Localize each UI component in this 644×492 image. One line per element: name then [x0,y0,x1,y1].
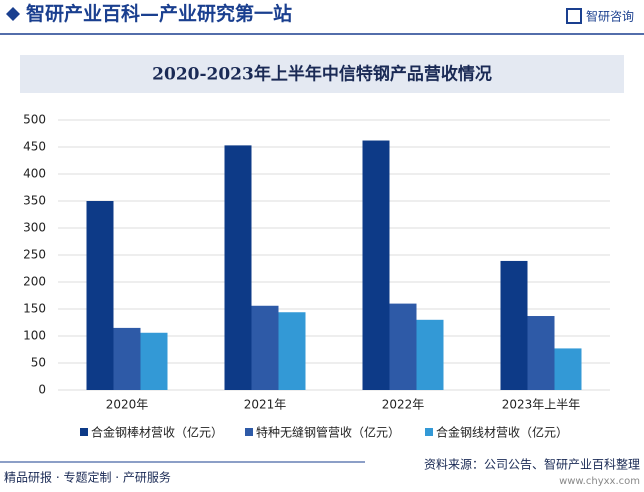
chart-title: 2020-2023年上半年中信特钢产品营收情况 [152,64,492,85]
bar [278,312,306,390]
bar [113,327,141,390]
bar [554,348,582,390]
x-tick-label: 2021年 [244,398,287,412]
x-tick-label: 2020年 [106,398,149,412]
bar [416,319,444,390]
y-tick-label: 0 [38,383,46,397]
legend-label: 合金钢棒材营收（亿元） [91,425,223,440]
header-bar [0,0,644,30]
legend-swatch [425,428,433,436]
y-tick-label: 400 [23,167,46,181]
y-tick-label: 50 [31,356,46,370]
y-tick-label: 500 [23,113,46,127]
y-tick-label: 450 [23,140,46,154]
footer-url: www.chyxx.com [559,476,640,487]
header-icon [6,7,20,21]
legend-label: 特种无缝钢管营收（亿元） [256,425,400,440]
footer-source: 资料来源：公司公告、智研产业百科整理 [424,457,640,472]
x-tick-label: 2023年上半年 [502,398,581,412]
bar [86,201,114,390]
y-tick-label: 150 [23,302,46,316]
y-tick-label: 250 [23,248,46,262]
bar [251,305,279,390]
legend-label: 合金钢线材营收（亿元） [436,425,568,440]
y-tick-label: 100 [23,329,46,343]
y-tick-label: 300 [23,221,46,235]
bar [389,303,417,390]
bar [362,140,390,390]
bar [140,332,168,390]
legend-swatch [245,428,253,436]
y-tick-label: 350 [23,194,46,208]
logo-text: 智研咨询 [586,9,634,24]
bar [224,145,252,390]
header-title: 智研产业百科—产业研究第一站 [26,2,292,25]
footer-left: 精品研报 · 专题定制 · 产研服务 [4,470,171,485]
bar [500,260,528,390]
x-tick-label: 2022年 [382,398,425,412]
title-box [20,55,624,93]
bar [527,316,555,390]
y-tick-label: 200 [23,275,46,289]
legend-swatch [80,428,88,436]
logo-icon [566,8,582,24]
